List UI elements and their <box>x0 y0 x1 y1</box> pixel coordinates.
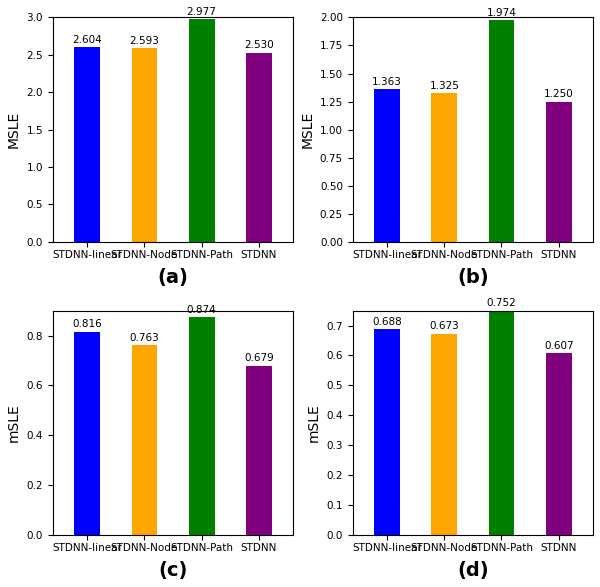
Text: 0.679: 0.679 <box>244 353 274 363</box>
X-axis label: (b): (b) <box>457 268 488 287</box>
Text: 2.530: 2.530 <box>244 41 274 50</box>
Y-axis label: mSLE: mSLE <box>307 403 321 442</box>
Bar <box>74 47 100 242</box>
Bar <box>246 366 272 535</box>
Y-axis label: MSLE: MSLE <box>300 111 314 149</box>
Text: 0.688: 0.688 <box>372 317 402 327</box>
Bar <box>546 353 572 535</box>
Bar <box>374 89 400 242</box>
Bar <box>431 93 457 242</box>
Text: 1.250: 1.250 <box>544 89 574 99</box>
Text: 1.363: 1.363 <box>372 77 402 87</box>
Text: 0.763: 0.763 <box>130 332 159 343</box>
Bar <box>431 333 457 535</box>
Bar <box>374 329 400 535</box>
Text: 0.874: 0.874 <box>187 305 217 315</box>
Y-axis label: MSLE: MSLE <box>7 111 21 149</box>
Bar <box>488 21 514 242</box>
Text: 1.974: 1.974 <box>487 8 517 18</box>
Text: 2.593: 2.593 <box>130 36 160 46</box>
Bar <box>74 332 100 535</box>
Bar <box>189 317 215 535</box>
Bar <box>546 102 572 242</box>
Y-axis label: mSLE: mSLE <box>7 403 21 442</box>
X-axis label: (c): (c) <box>158 561 188 580</box>
Bar <box>488 310 514 535</box>
X-axis label: (d): (d) <box>457 561 488 580</box>
Text: 0.673: 0.673 <box>430 322 459 332</box>
Bar <box>131 345 157 535</box>
Text: 2.977: 2.977 <box>187 7 217 17</box>
X-axis label: (a): (a) <box>158 268 188 287</box>
Bar <box>131 48 157 242</box>
Text: 0.752: 0.752 <box>487 298 517 308</box>
Text: 2.604: 2.604 <box>73 35 102 45</box>
Bar <box>189 19 215 242</box>
Text: 0.607: 0.607 <box>544 341 574 351</box>
Text: 1.325: 1.325 <box>430 81 459 91</box>
Bar <box>246 53 272 242</box>
Text: 0.816: 0.816 <box>73 319 102 329</box>
